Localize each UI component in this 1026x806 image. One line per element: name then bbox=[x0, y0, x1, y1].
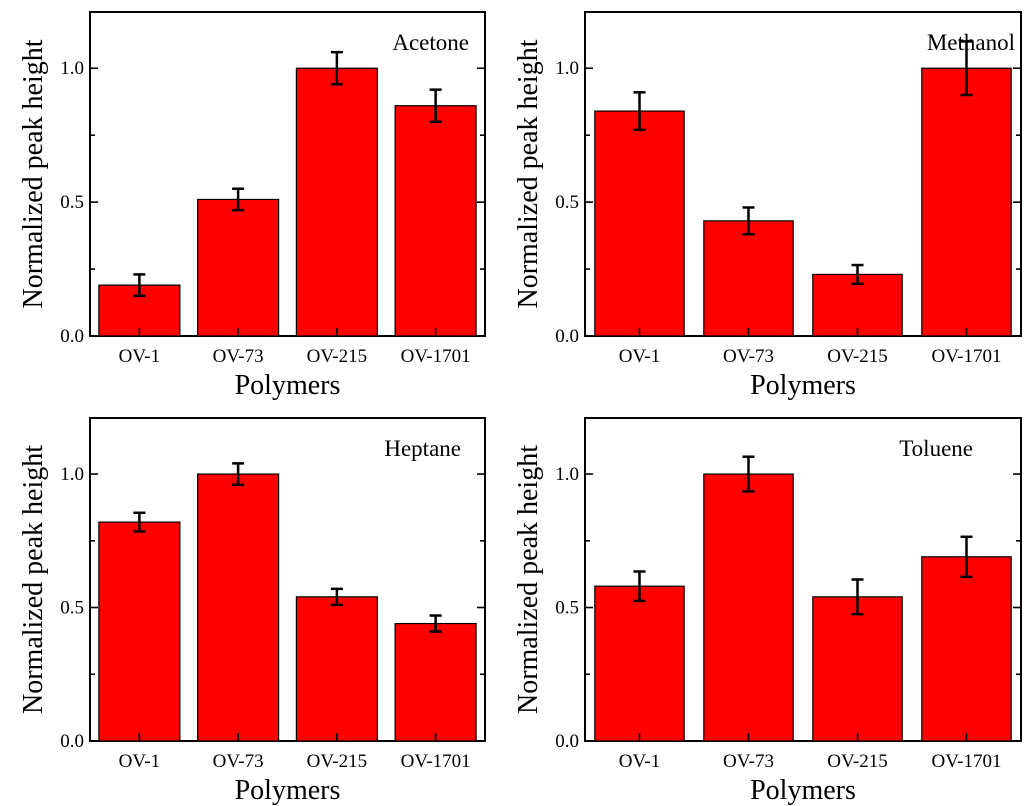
panel-title: Acetone bbox=[392, 30, 469, 55]
panel-title: Toluene bbox=[899, 436, 973, 461]
x-axis-title: Polymers bbox=[750, 775, 856, 806]
y-axis-title: Normalized peak height bbox=[513, 445, 544, 714]
y-tick-label: 0.5 bbox=[60, 598, 84, 619]
x-tick-label: OV-1701 bbox=[401, 751, 471, 772]
bar bbox=[295, 67, 378, 337]
bar bbox=[295, 596, 378, 742]
bar bbox=[921, 67, 1012, 337]
error-bar bbox=[960, 535, 973, 579]
bar bbox=[921, 556, 1012, 742]
bar bbox=[594, 585, 685, 742]
x-tick-label: OV-215 bbox=[307, 751, 368, 772]
error-bar bbox=[232, 462, 245, 486]
x-tick-label: OV-73 bbox=[213, 346, 264, 367]
error-bar bbox=[851, 578, 864, 616]
error-bar bbox=[429, 88, 442, 124]
bar bbox=[703, 473, 794, 742]
bar bbox=[703, 220, 794, 337]
y-tick-label: 0.0 bbox=[555, 731, 579, 752]
error-bar bbox=[330, 50, 343, 86]
error-bar bbox=[742, 455, 755, 493]
y-tick-label: 0.0 bbox=[60, 326, 84, 347]
bar bbox=[812, 596, 903, 742]
y-tick-label: 1.0 bbox=[555, 464, 579, 485]
x-axis-title: Polymers bbox=[235, 775, 341, 806]
y-axis: 0.0 0.5 1.0 bbox=[60, 464, 485, 752]
x-tick-label: OV-215 bbox=[827, 751, 888, 772]
bar bbox=[394, 105, 477, 337]
x-tick-label: OV-73 bbox=[723, 751, 774, 772]
y-tick-label: 0.0 bbox=[60, 731, 84, 752]
x-tick-label: OV-73 bbox=[213, 751, 264, 772]
y-axis: 0.0 0.5 1.0 bbox=[555, 464, 1021, 752]
panel-title: Heptane bbox=[384, 436, 461, 461]
y-axis-title: Normalized peak height bbox=[18, 445, 49, 714]
bar bbox=[197, 198, 280, 337]
error-bar bbox=[133, 273, 146, 298]
x-tick-label: OV-1 bbox=[619, 346, 661, 367]
y-axis-title: Normalized peak height bbox=[18, 39, 49, 308]
y-tick-label: 1.0 bbox=[60, 464, 84, 485]
plot-frame bbox=[584, 11, 1022, 337]
x-axis-title: Polymers bbox=[750, 370, 856, 401]
y-tick-label: 1.0 bbox=[60, 58, 84, 79]
plot-frame bbox=[584, 417, 1022, 742]
bar bbox=[197, 473, 280, 742]
plot-frame bbox=[89, 11, 486, 337]
error-bar bbox=[742, 206, 755, 236]
x-tick-label: OV-1 bbox=[119, 346, 161, 367]
bars bbox=[98, 462, 477, 742]
y-axis: 0.0 0.5 1.0 bbox=[555, 58, 1021, 347]
x-tick-label: OV-1701 bbox=[931, 751, 1001, 772]
y-tick-label: 1.0 bbox=[555, 58, 579, 79]
error-bar bbox=[633, 91, 646, 132]
error-bar bbox=[429, 614, 442, 633]
x-tick-label: OV-1701 bbox=[931, 346, 1001, 367]
bar bbox=[98, 521, 181, 742]
y-tick-label: 0.0 bbox=[555, 326, 579, 347]
error-bar bbox=[330, 587, 343, 607]
x-tick-label: OV-73 bbox=[723, 346, 774, 367]
x-axis-title: Polymers bbox=[235, 370, 341, 401]
y-axis-title: Normalized peak height bbox=[513, 39, 544, 308]
y-axis: 0.0 0.5 1.0 bbox=[60, 58, 485, 347]
plot-frame bbox=[89, 417, 486, 742]
error-bar bbox=[851, 263, 864, 286]
y-tick-label: 0.5 bbox=[555, 598, 579, 619]
bar bbox=[594, 110, 685, 337]
x-tick-label: OV-1 bbox=[119, 751, 161, 772]
bars bbox=[594, 455, 1012, 742]
x-tick-label: OV-215 bbox=[827, 346, 888, 367]
x-tick-label: OV-1701 bbox=[401, 346, 471, 367]
bars bbox=[594, 40, 1012, 337]
x-tick-label: OV-215 bbox=[307, 346, 368, 367]
panel-1: 0.0 0.5 1.0 OV-1 OV-73 OV-215 OV-1701 Polymers N… bbox=[18, 11, 486, 401]
y-tick-label: 0.5 bbox=[555, 192, 579, 213]
error-bar bbox=[960, 40, 973, 97]
panel-2: 0.0 0.5 1.0 OV-1 OV-73 OV-215 OV-1701 Polymers N… bbox=[513, 11, 1022, 401]
panel-3: 0.0 0.5 1.0 OV-1 OV-73 OV-215 OV-1701 Polymers N… bbox=[18, 417, 486, 806]
error-bar bbox=[633, 570, 646, 603]
y-tick-label: 0.5 bbox=[60, 192, 84, 213]
x-tick-label: OV-1 bbox=[619, 751, 661, 772]
bars bbox=[98, 50, 477, 337]
error-bar bbox=[232, 187, 245, 212]
panel-title: Methanol bbox=[927, 30, 1015, 55]
panel-4: 0.0 0.5 1.0 OV-1 OV-73 OV-215 OV-1701 Polymers N… bbox=[513, 417, 1022, 806]
error-bar bbox=[133, 511, 146, 533]
bar bbox=[394, 622, 477, 742]
